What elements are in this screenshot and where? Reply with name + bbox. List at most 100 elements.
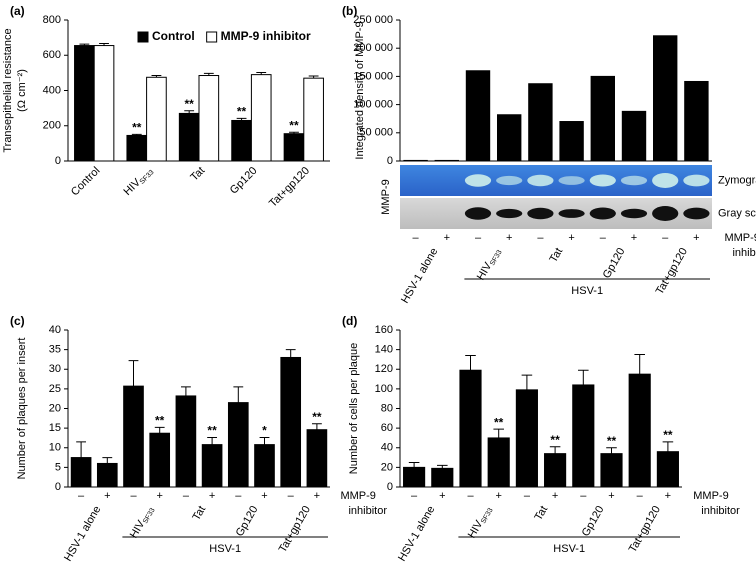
- group-label-main: Tat: [547, 246, 565, 265]
- y-tick-label: 100: [375, 383, 393, 395]
- side-label: inhibitor: [732, 247, 756, 259]
- group-label-sub: SF33: [489, 249, 503, 267]
- y-tick-label: 120: [375, 363, 393, 375]
- error-bar: [233, 386, 244, 403]
- bar: [201, 444, 223, 488]
- group-span-label: HSV-1: [553, 543, 585, 555]
- x-tick-label: +: [495, 490, 501, 502]
- gel-row-label: Gray scale: [718, 207, 756, 219]
- gel-band: [464, 174, 492, 187]
- group-label-main: Tat: [532, 504, 550, 523]
- group-label-main: HSV-1 alone: [62, 504, 103, 563]
- group-label-main: HSV-1 alone: [396, 504, 437, 563]
- bar: [178, 112, 200, 162]
- x-tick-label: HIVSF33: [121, 165, 155, 199]
- group-span-label: HSV-1: [209, 543, 241, 555]
- x-tick-label: Tat+gp120: [267, 165, 312, 210]
- x-tick-label: –: [600, 232, 607, 244]
- y-tick-label: 0: [55, 481, 61, 493]
- y-tick-label: 150 000: [353, 70, 393, 82]
- error-bar: [236, 117, 247, 121]
- y-axis-label: Number of cells per plaque: [348, 343, 360, 474]
- x-tick-label-sub: SF33: [139, 169, 156, 186]
- group-label-main: Tat+gp120: [277, 504, 313, 555]
- error-bar: [465, 355, 476, 371]
- bar: [572, 384, 595, 488]
- y-axis-label: Number of plaques per insert: [16, 338, 28, 480]
- error-bar: [184, 110, 195, 114]
- error-bar: [606, 447, 617, 454]
- error-bar: [289, 131, 299, 134]
- group-label-sub: SF33: [142, 507, 156, 525]
- gel-band: [464, 207, 492, 220]
- y-axis-label: (Ω cm⁻²): [16, 69, 28, 112]
- bar: [280, 356, 302, 488]
- significance-mark: **: [185, 97, 195, 111]
- y-tick-label: 30: [49, 363, 61, 375]
- bar: [431, 467, 454, 488]
- error-bar: [662, 441, 674, 452]
- group-label-sub: SF33: [480, 507, 494, 525]
- y-tick-label: 80: [381, 402, 393, 414]
- x-tick-label: +: [439, 490, 445, 502]
- bar: [306, 429, 328, 488]
- error-bar: [259, 437, 270, 445]
- group-label-main: Tat+gp120: [654, 246, 690, 297]
- x-tick-label: +: [444, 232, 450, 244]
- gel-band: [589, 174, 616, 187]
- panel-label: (b): [342, 4, 357, 18]
- legend-label: MMP-9 inhibitor: [221, 29, 311, 43]
- error-bar: [311, 423, 322, 430]
- bar: [515, 389, 538, 488]
- bar: [621, 110, 647, 162]
- x-tick-label: +: [506, 232, 512, 244]
- bar: [403, 466, 426, 488]
- y-tick-label: 0: [55, 155, 61, 167]
- y-tick-label: 20: [381, 461, 393, 473]
- bar: [653, 35, 678, 162]
- y-tick-label: 160: [375, 324, 393, 336]
- group-label: HIVSF33: [466, 504, 495, 541]
- x-tick-label: +: [693, 232, 699, 244]
- x-tick-label: –: [130, 490, 137, 502]
- bar: [149, 432, 171, 488]
- panel-label: (c): [10, 314, 25, 328]
- error-bar: [308, 75, 319, 79]
- bar: [227, 402, 249, 488]
- group-label: Tat: [532, 504, 550, 523]
- group-label: Tat+gp120: [277, 504, 313, 555]
- x-tick-label: +: [568, 232, 574, 244]
- y-tick-label: 15: [49, 422, 61, 434]
- x-tick-label: +: [104, 490, 110, 502]
- group-label: HIVSF33: [475, 246, 504, 283]
- x-tick-label: –: [235, 490, 242, 502]
- gel-band: [683, 207, 710, 220]
- group-label: HSV-1 alone: [62, 504, 103, 563]
- x-tick-label: Tat: [188, 165, 207, 184]
- x-tick-label: +: [261, 490, 267, 502]
- group-span-label: HSV-1: [571, 285, 603, 297]
- x-tick-label: +: [665, 490, 671, 502]
- error-bar: [128, 360, 139, 387]
- bar: [283, 133, 305, 162]
- bar: [254, 444, 275, 488]
- significance-mark: **: [607, 434, 617, 448]
- bar: [465, 70, 491, 162]
- x-tick-label: +: [156, 490, 162, 502]
- bar: [250, 74, 272, 162]
- gel-band: [527, 207, 554, 220]
- bar: [487, 437, 510, 488]
- error-bar: [154, 426, 165, 434]
- bar: [497, 114, 522, 162]
- bar: [403, 159, 428, 162]
- bar: [459, 369, 482, 488]
- legend-swatch: [137, 31, 149, 43]
- x-tick-label: –: [580, 490, 587, 502]
- bar: [590, 75, 615, 162]
- group-label: Gp120: [601, 246, 628, 281]
- y-tick-label: 0: [387, 481, 393, 493]
- x-tick-label: +: [608, 490, 614, 502]
- significance-mark: **: [237, 105, 247, 119]
- bar: [74, 45, 95, 162]
